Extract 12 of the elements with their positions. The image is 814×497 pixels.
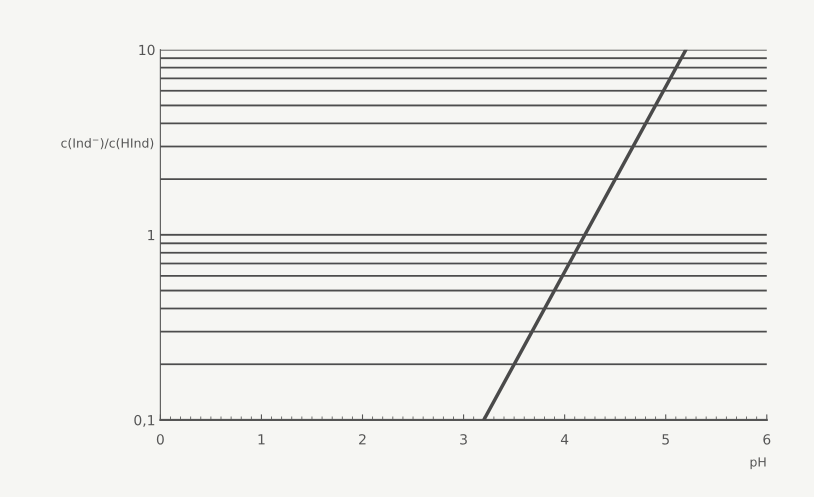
x-axis-title: pH [750,457,766,470]
x-tick-label: 3 [460,434,467,445]
x-tick-label: 4 [560,434,568,444]
x-tick-label: 6 [763,434,770,445]
y-tick-label: 0,1 [134,414,154,427]
y-axis-title: c(Ind$^{−}$)/c(HInd) [61,138,154,150]
y-tick-label: 10 [139,44,155,56]
x-tick-label: 5 [662,434,669,445]
x-tick-label: 1 [258,434,265,444]
x-tick-label: 2 [359,434,366,444]
y-tick-label: 1 [148,230,154,240]
x-tick-label: 0 [156,434,164,445]
